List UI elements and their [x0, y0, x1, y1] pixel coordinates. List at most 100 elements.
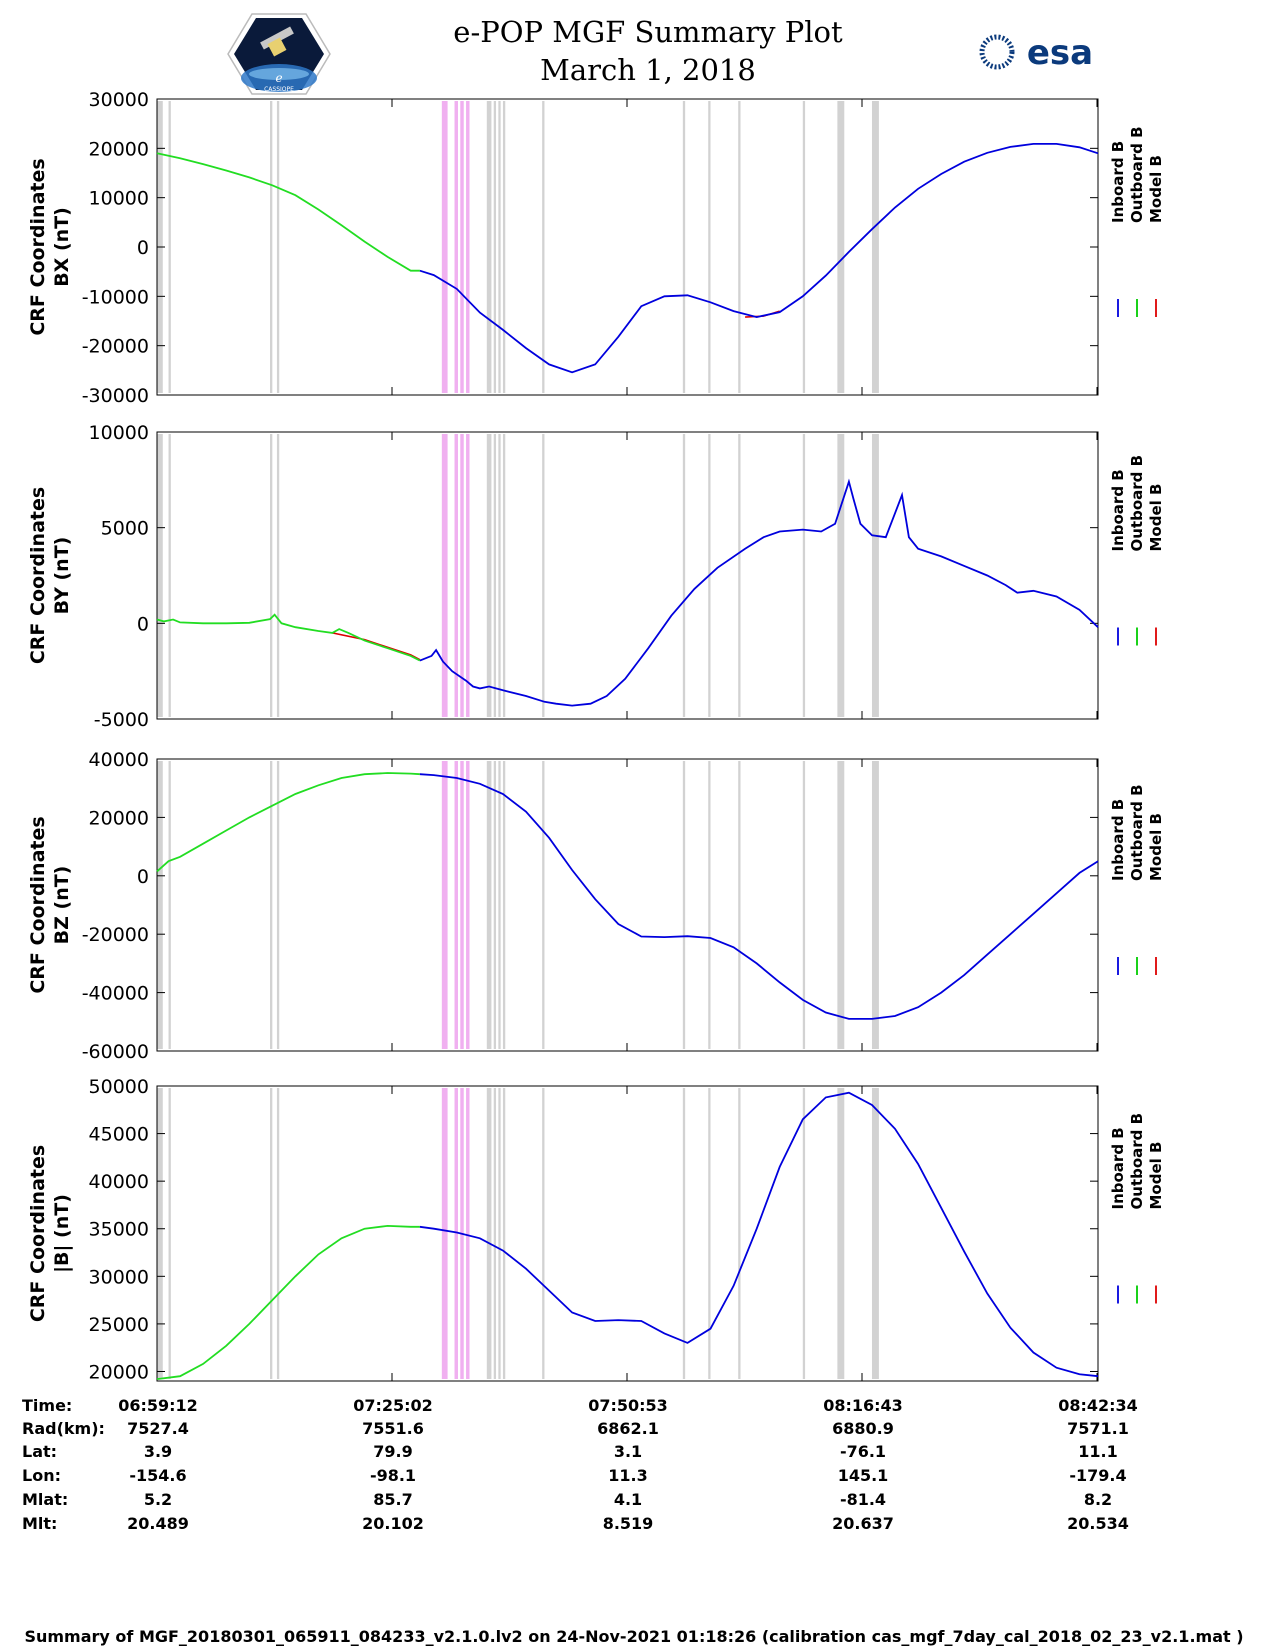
- data-gap-gray-11: [738, 1088, 741, 1379]
- y-tick-label: -60000: [82, 1041, 149, 1063]
- cassiope-logo-label: CASSIOPE: [264, 86, 294, 93]
- data-gap-gray-9: [682, 761, 686, 1049]
- y-tick-label: 0: [137, 866, 149, 888]
- y-tick-label: 35000: [89, 1219, 149, 1241]
- ephemeris-cell: 79.9: [373, 1442, 412, 1461]
- ephemeris-cell: 20.534: [1067, 1514, 1129, 1533]
- data-gap-magenta-3: [466, 101, 470, 393]
- ephemeris-cell: 07:25:02: [353, 1396, 433, 1415]
- data-gap-magenta-2: [460, 761, 464, 1049]
- ephemeris-cell: 11.1: [1078, 1442, 1117, 1461]
- y-tick-label: 5000: [101, 518, 149, 540]
- data-gap-gray-4: [486, 761, 492, 1049]
- plot-frame: [156, 758, 1099, 1052]
- ephemeris-cell: -98.1: [370, 1466, 416, 1485]
- data-gap-magenta-3: [466, 1088, 470, 1379]
- data-gap-magenta-0: [441, 101, 448, 393]
- series-outboard-b: [156, 613, 421, 662]
- data-gap-gray-2: [270, 434, 273, 717]
- data-gap-gray-3: [276, 434, 280, 717]
- data-gap-gray-3: [276, 761, 280, 1049]
- ephemeris-cell: 6880.9: [832, 1419, 894, 1438]
- y-axis-label-line1: CRF Coordinates: [27, 816, 49, 993]
- footer-caption: Summary of MGF_20180301_065911_084233_v2…: [24, 1627, 1243, 1646]
- ephemeris-cell: 7571.1: [1067, 1419, 1129, 1438]
- data-gap-gray-10: [708, 1088, 711, 1379]
- cassiope-logo-letter: e: [275, 71, 282, 85]
- data-gap-gray-13: [837, 1088, 845, 1379]
- data-gap-gray-1: [168, 1088, 171, 1379]
- data-gap-gray-14: [871, 1088, 879, 1379]
- legend-label-2: Model B: [1147, 813, 1165, 881]
- legend-label-1: Outboard B: [1128, 126, 1146, 223]
- legend-label-1: Outboard B: [1128, 1113, 1146, 1210]
- series-inboard-b: [419, 773, 1099, 1020]
- data-gap-gray-5: [493, 1088, 497, 1379]
- series-inboard-b: [419, 143, 1099, 374]
- ephemeris-row-label: Mlt:: [22, 1514, 57, 1533]
- page-subtitle-date: March 1, 2018: [540, 53, 756, 87]
- data-gap-gray-6: [498, 434, 501, 717]
- y-tick-label: 45000: [89, 1124, 149, 1146]
- data-gap-gray-11: [738, 434, 741, 717]
- ephemeris-cell: -81.4: [840, 1490, 886, 1509]
- series-outboard-b: [156, 772, 420, 873]
- y-tick-label: -30000: [82, 385, 149, 407]
- data-gap-gray-7: [502, 1088, 506, 1379]
- plot-frame: [156, 1085, 1099, 1382]
- legend-label-1: Outboard B: [1128, 455, 1146, 552]
- ephemeris-cell: 145.1: [838, 1466, 889, 1485]
- legend: Inboard B Outboard B Model B: [1109, 455, 1165, 646]
- y-tick-label: 40000: [89, 1171, 149, 1193]
- legend: Inboard B Outboard B Model B: [1109, 1113, 1165, 1304]
- data-gap-gray-11: [738, 101, 741, 393]
- page-title: e-POP MGF Summary Plot: [453, 15, 843, 49]
- ephemeris-cell: 8.519: [603, 1514, 654, 1533]
- data-gap-gray-1: [168, 434, 171, 717]
- data-gap-gray-13: [837, 761, 845, 1049]
- ephemeris-cell: 3.1: [614, 1442, 642, 1461]
- ephemeris-cell: 08:42:34: [1058, 1396, 1138, 1415]
- data-gap-magenta-1: [454, 1088, 458, 1379]
- data-gap-gray-9: [682, 1088, 686, 1379]
- y-tick-label: 10000: [89, 422, 149, 444]
- series-inboard-b: [419, 1091, 1099, 1378]
- data-gap-gray-1: [168, 761, 171, 1049]
- legend-label-0: Inboard B: [1109, 799, 1127, 881]
- data-gap-gray-2: [270, 101, 273, 393]
- data-gap-gray-6: [498, 1088, 501, 1379]
- esa-logo: esa: [979, 33, 1093, 73]
- data-gap-gray-14: [871, 101, 879, 393]
- ephemeris-cell: 20.102: [362, 1514, 424, 1533]
- y-axis-label-line2: BX (nT): [51, 207, 73, 287]
- y-tick-label: 20000: [89, 138, 149, 160]
- y-tick-label: -20000: [82, 336, 149, 358]
- y-tick-label: 0: [137, 237, 149, 259]
- data-gap-gray-9: [682, 101, 686, 393]
- ephemeris-cell: 20.637: [832, 1514, 894, 1533]
- ephemeris-cell: 07:50:53: [588, 1396, 668, 1415]
- ephemeris-cell: 4.1: [614, 1490, 642, 1509]
- data-gap-magenta-1: [454, 434, 458, 717]
- data-gap-gray-2: [270, 761, 273, 1049]
- ephemeris-cell: 06:59:12: [118, 1396, 198, 1415]
- data-gap-gray-0: [157, 761, 163, 1049]
- y-tick-label: 25000: [89, 1314, 149, 1336]
- y-axis-label-line2: |B| (nT): [51, 1194, 73, 1273]
- ephemeris-cell: 8.2: [1084, 1490, 1112, 1509]
- ephemeris-cell: -179.4: [1069, 1466, 1126, 1485]
- data-gap-gray-6: [498, 101, 501, 393]
- data-gap-gray-12: [802, 761, 806, 1049]
- ephemeris-cell: 20.489: [127, 1514, 189, 1533]
- data-gap-magenta-3: [466, 434, 470, 717]
- ephemeris-row-label: Lon:: [22, 1466, 61, 1485]
- y-axis-label-line2: BY (nT): [51, 537, 73, 615]
- data-gap-gray-5: [493, 101, 497, 393]
- data-gap-gray-6: [498, 761, 501, 1049]
- ephemeris-cell: 7551.6: [362, 1419, 424, 1438]
- plot-panels: 30000 20000 10000 0 -10000 -20000 -30000 CRF Co…: [27, 89, 1165, 1383]
- data-gap-gray-12: [802, 101, 806, 393]
- ephemeris-row-label: Time:: [22, 1396, 72, 1415]
- data-gap-magenta-2: [460, 434, 464, 717]
